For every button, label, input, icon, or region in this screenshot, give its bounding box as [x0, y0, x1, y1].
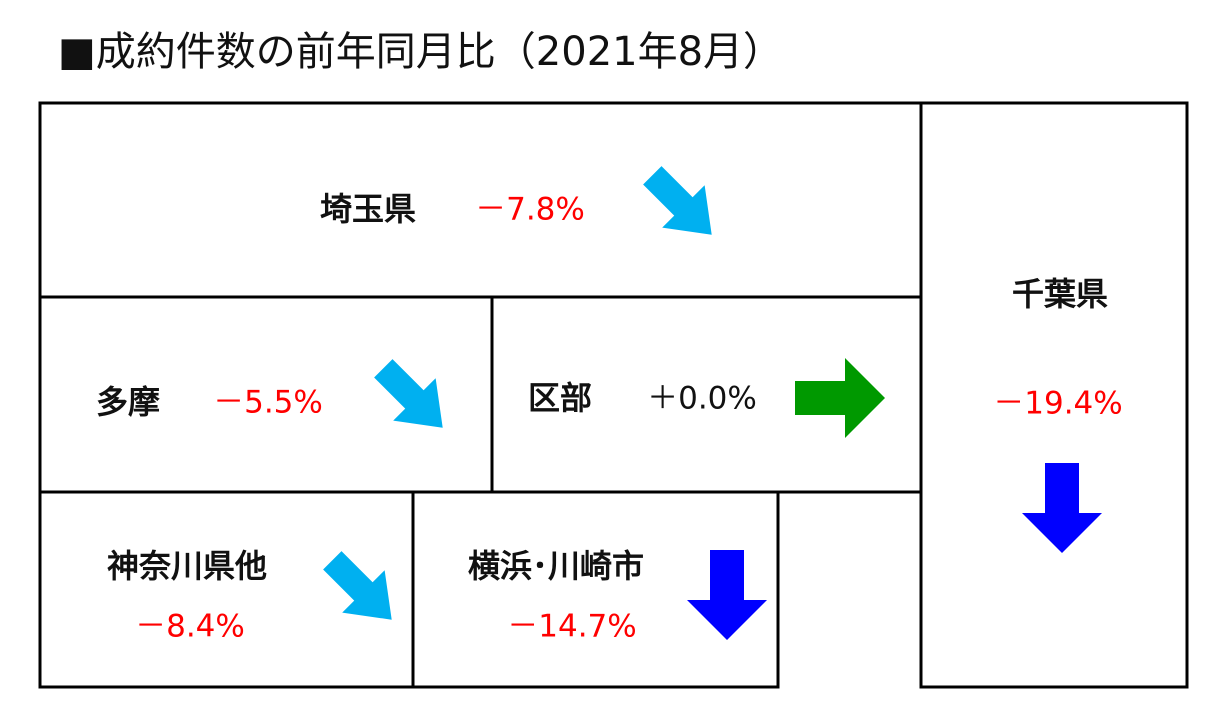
- region-change: －7.8%: [475, 192, 585, 228]
- region-change: －19.4%: [993, 386, 1122, 422]
- region-change: －5.5%: [213, 385, 323, 421]
- arrow-down-right: [323, 551, 392, 620]
- arrow-down-right: [643, 166, 712, 235]
- region-name: 千葉県: [1012, 275, 1108, 313]
- region-change: －14.7%: [507, 609, 636, 645]
- arrow-down: [1022, 463, 1102, 553]
- arrows: [323, 166, 1102, 640]
- region-name: 横浜･川崎市: [468, 547, 644, 585]
- arrow-right: [795, 358, 885, 438]
- region-name: 多摩: [96, 383, 160, 421]
- region-name: 神奈川県他: [107, 547, 267, 585]
- region-name: 埼玉県: [320, 190, 416, 228]
- arrow-down-right: [374, 359, 443, 428]
- map-boxes: [38, 101, 1189, 689]
- box-yokohama: [411, 490, 780, 689]
- title: ■成約件数の前年同月比（2021年8月）: [58, 29, 783, 75]
- region-change: ＋0.0%: [647, 381, 757, 417]
- region-change: －8.4%: [135, 609, 245, 645]
- arrow-down: [687, 550, 767, 640]
- region-name: 区部: [528, 379, 592, 417]
